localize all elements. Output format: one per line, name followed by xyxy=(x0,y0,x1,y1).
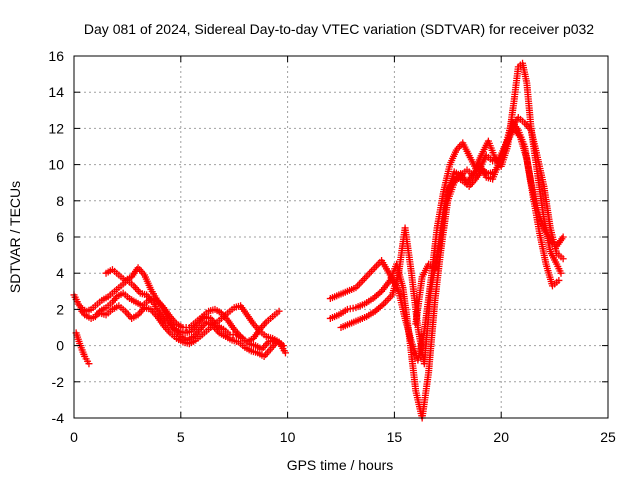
data-point xyxy=(275,307,283,315)
series-track-3 xyxy=(96,302,289,357)
series-track-5 xyxy=(72,329,93,368)
y-tick-label: 16 xyxy=(48,48,64,64)
y-tick-label: 10 xyxy=(48,157,64,173)
grid xyxy=(74,56,608,418)
series-track-9 xyxy=(412,114,567,328)
y-tick-label: 2 xyxy=(56,301,64,317)
y-tick-label: 0 xyxy=(56,338,64,354)
data-point xyxy=(281,349,289,357)
data-point xyxy=(559,255,567,263)
y-tick-label: -4 xyxy=(52,410,65,426)
y-tick-label: 4 xyxy=(56,265,64,281)
axis-ticks: 0 5 10 15 20 25 -4 -2 0 2 4 6 8 10 12 14 16 xyxy=(48,48,616,445)
data-point xyxy=(555,276,563,284)
y-tick-label: 14 xyxy=(48,84,64,100)
y-tick-label: 6 xyxy=(56,229,64,245)
x-tick-label: 5 xyxy=(177,429,185,445)
series-track-4 xyxy=(102,264,283,346)
x-axis-label: GPS time / hours xyxy=(287,457,394,473)
y-tick-label: 12 xyxy=(48,120,64,136)
y-axis-label: SDTVAR / TECUs xyxy=(7,181,23,293)
chart-title: Day 081 of 2024, Sidereal Day-to-day VTE… xyxy=(84,21,594,37)
data-point xyxy=(559,233,567,241)
data-points xyxy=(70,59,567,422)
data-point xyxy=(557,269,565,277)
x-tick-label: 15 xyxy=(387,429,403,445)
data-point xyxy=(85,360,93,368)
y-tick-label: 8 xyxy=(56,193,64,209)
x-tick-label: 0 xyxy=(70,429,78,445)
x-tick-label: 20 xyxy=(493,429,509,445)
x-tick-label: 25 xyxy=(600,429,616,445)
y-tick-label: -2 xyxy=(52,374,65,390)
x-tick-label: 10 xyxy=(280,429,296,445)
